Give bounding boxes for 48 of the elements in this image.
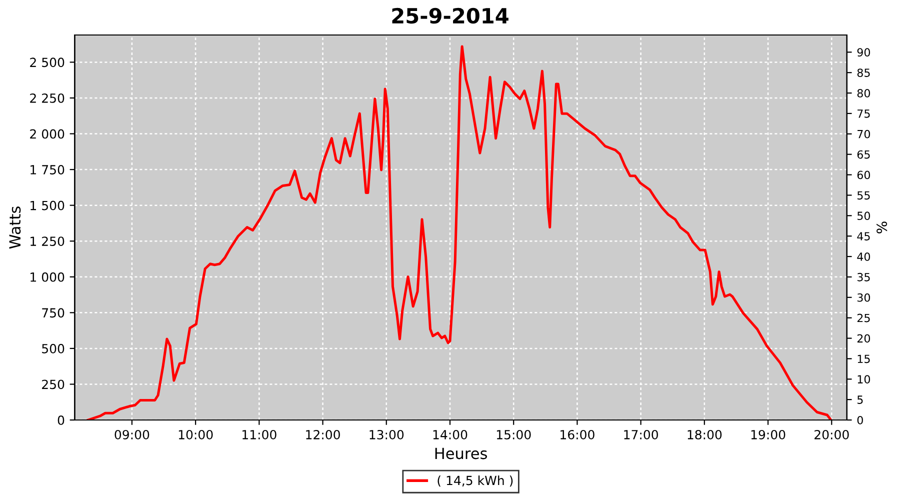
x-tick-label: 14:00 [433, 430, 468, 440]
y2-tick-label: 85 [857, 68, 870, 77]
y2-tick-label: 10 [858, 375, 870, 384]
y-tick-label: 1 500 [30, 200, 64, 210]
x-tick-label: 11:00 [242, 430, 276, 440]
y2-tick-label: 50 [857, 212, 870, 220]
y2-tick-label: 0 [857, 416, 863, 424]
x-tick-label: 12:00 [306, 430, 340, 440]
y2-tick-label: 15 [858, 354, 870, 364]
y2-axis-title: % [876, 222, 888, 234]
y2-tick-label: 5 [857, 396, 863, 404]
y-tick-label: 0 [58, 415, 64, 425]
y2-tick-label: 90 [857, 48, 870, 57]
x-tick-label: 09:00 [114, 430, 150, 440]
y-tick-label: 1 250 [30, 236, 64, 246]
x-tick-label: 20:00 [814, 430, 849, 440]
y2-tick-label: 45 [857, 232, 870, 240]
y-tick-label: 750 [42, 308, 64, 318]
y2-tick-label: 55 [857, 191, 870, 200]
x-tick-label: 10:00 [178, 430, 213, 440]
y2-tick-label: 70 [858, 130, 870, 138]
y-tick-label: 2 250 [30, 93, 64, 103]
x-tick-label: 13:00 [370, 430, 404, 440]
y2-tick-label: 20 [857, 334, 870, 343]
y2-tick-label: 25 [857, 314, 870, 322]
y2-tick-label: 65 [857, 150, 870, 159]
x-tick-label: 16:00 [560, 430, 594, 440]
y2-tick-label: 80 [857, 89, 870, 98]
y-tick-label: 500 [42, 344, 64, 354]
y-axis-title: Watts [9, 206, 21, 249]
y-tick-label: 1 750 [30, 165, 64, 174]
y-tick-label: 1 000 [30, 272, 64, 282]
legend-label: ( 14,5 kWh ) [438, 476, 513, 487]
y-tick-label: 250 [42, 380, 64, 390]
x-tick-label: 17:00 [624, 430, 658, 440]
y2-tick-label: 30 [857, 293, 870, 302]
x-tick-label: 18:00 [688, 430, 722, 440]
y2-tick-label: 60 [857, 170, 870, 180]
y-tick-label: 2 500 [30, 58, 64, 68]
y-tick-label: 2 000 [30, 129, 64, 139]
x-tick-label: 15:00 [496, 430, 531, 440]
x-axis-title: Heures [435, 448, 487, 460]
y2-tick-label: 75 [858, 110, 870, 118]
x-tick-label: 19:00 [751, 430, 786, 440]
line-series [86, 45, 832, 420]
chart-title: 25-9-2014 [392, 8, 508, 24]
y2-tick-label: 40 [857, 252, 870, 261]
y2-tick-label: 35 [857, 272, 870, 282]
